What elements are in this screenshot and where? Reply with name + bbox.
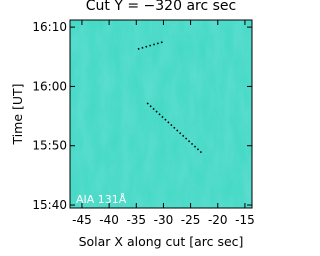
x-tick-label: -20 bbox=[208, 213, 228, 227]
y-axis-label: Time [UT] bbox=[10, 83, 25, 145]
plot-texture bbox=[70, 20, 252, 208]
x-tick-label: -25 bbox=[181, 213, 201, 227]
fit-line bbox=[137, 41, 164, 50]
x-tick-label: -15 bbox=[235, 213, 255, 227]
annotation: AIA 131Å bbox=[76, 193, 127, 206]
chart-title: Cut Y = −320 arc sec bbox=[86, 0, 236, 14]
y-tick-label: 15:40 bbox=[32, 198, 67, 212]
x-tick-label: -30 bbox=[154, 213, 174, 227]
x-tick-label: -45 bbox=[72, 213, 92, 227]
chart: Cut Y = −320 arc sec Solar X along cut [… bbox=[10, 0, 255, 249]
y-tick-label: 16:00 bbox=[32, 79, 67, 93]
plot-frame bbox=[69, 19, 253, 209]
y-tick-label: 15:50 bbox=[32, 139, 67, 153]
x-axis-label: Solar X along cut [arc sec] bbox=[79, 234, 244, 249]
fit-line bbox=[146, 102, 204, 155]
y-tick-label: 16:10 bbox=[32, 20, 67, 34]
x-tick-label: -35 bbox=[126, 213, 146, 227]
x-tick-label: -40 bbox=[99, 213, 119, 227]
